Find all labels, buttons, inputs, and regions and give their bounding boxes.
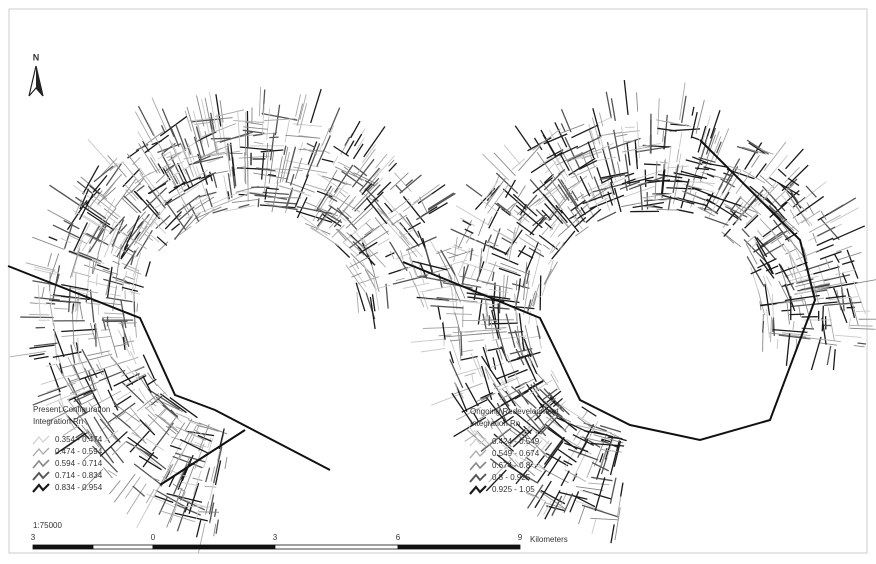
axial-line — [644, 164, 661, 165]
axial-line — [781, 310, 790, 311]
legend-label: 0.8 - 0.925 — [492, 473, 531, 482]
legend-label: 0.424 - 0.549 — [492, 437, 540, 446]
axial-line — [656, 161, 657, 174]
scale-label: 0 — [151, 533, 156, 542]
axial-line — [29, 314, 49, 315]
legend-title: Present Configuration — [33, 405, 110, 414]
axial-line — [645, 170, 646, 187]
north-label: N — [33, 52, 40, 62]
scale-segment — [275, 545, 398, 549]
legend-label: 0.674 - 0.8 — [492, 461, 531, 470]
axial-line — [623, 141, 635, 142]
scale-label: 9 — [518, 533, 523, 542]
axial-line — [101, 330, 110, 331]
scale-segment — [398, 545, 520, 549]
axial-line — [540, 276, 541, 311]
scale-segment — [93, 545, 153, 549]
axial-line — [86, 294, 87, 302]
axial-line — [137, 303, 138, 311]
legend-label: 0.925 - 1.05 — [492, 485, 535, 494]
scale-segment — [33, 545, 93, 549]
map-figure: N Present Configuration Integration Rn 0.3… — [0, 0, 876, 564]
legend-label: 0.354 - 0.474 — [55, 435, 103, 444]
frame — [9, 9, 867, 553]
legend-label: 0.714 - 0.834 — [55, 471, 103, 480]
scale-unit: Kilometers — [530, 535, 568, 544]
scale-label: 6 — [396, 533, 401, 542]
scale-ratio: 1:75000 — [33, 521, 62, 530]
axial-line — [268, 197, 302, 198]
axial-line — [489, 323, 517, 324]
legend-subtitle: Integration Rn — [33, 417, 83, 426]
scale-label: 3 — [273, 533, 278, 542]
axial-line — [244, 168, 245, 183]
legend-label: 0.594 - 0.714 — [55, 459, 103, 468]
scale-label: 3 — [31, 533, 36, 542]
axial-line — [773, 318, 774, 336]
axial-line — [763, 321, 764, 333]
legend-label: 0.474 - 0.594 — [55, 447, 103, 456]
axial-line — [790, 314, 805, 315]
axial-line — [245, 132, 246, 156]
scale-segment — [153, 545, 275, 549]
axial-line — [517, 313, 518, 323]
legend-subtitle: Integration Rn — [470, 419, 520, 428]
legend-title: Ongoing Redevelopment — [470, 407, 559, 416]
axial-line — [856, 311, 870, 312]
legend-label: 0.549 - 0.674 — [492, 449, 540, 458]
legend-label: 0.834 - 0.954 — [55, 483, 103, 492]
